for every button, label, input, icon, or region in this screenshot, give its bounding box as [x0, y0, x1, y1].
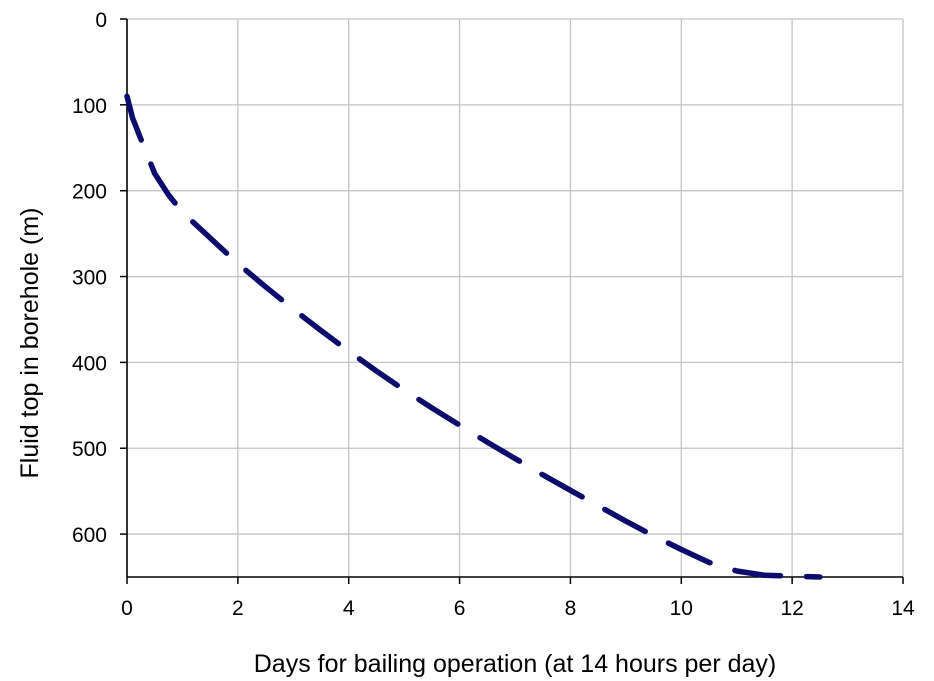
y-tick-label: 100: [72, 95, 107, 118]
x-tick-label: 4: [343, 597, 355, 620]
x-tick-label: 10: [670, 597, 693, 620]
x-tick-label: 0: [121, 597, 133, 620]
y-tick-label: 200: [72, 181, 107, 204]
tick-labels: 0 2 4 6 8 10 12 14 0 100 200 300 400 500 600: [72, 9, 915, 620]
x-tick-label: 8: [565, 597, 577, 620]
y-axis-title: Fluid top in borehole (m): [16, 208, 44, 479]
series-line: [124, 93, 823, 580]
series-group: [124, 93, 823, 580]
x-axis-title: Days for bailing operation (at 14 hours …: [254, 650, 777, 678]
y-tick-label: 500: [72, 438, 107, 461]
y-tick-label: 300: [72, 267, 107, 290]
y-tick-label: 600: [72, 524, 107, 547]
y-tick-label: 400: [72, 352, 107, 375]
y-tick-label: 0: [95, 9, 107, 32]
grid-lines: [127, 18, 904, 577]
x-tick-label: 14: [891, 597, 915, 620]
x-tick-label: 6: [454, 597, 466, 620]
x-tick-label: 12: [780, 597, 803, 620]
x-tick-label: 2: [232, 597, 244, 620]
